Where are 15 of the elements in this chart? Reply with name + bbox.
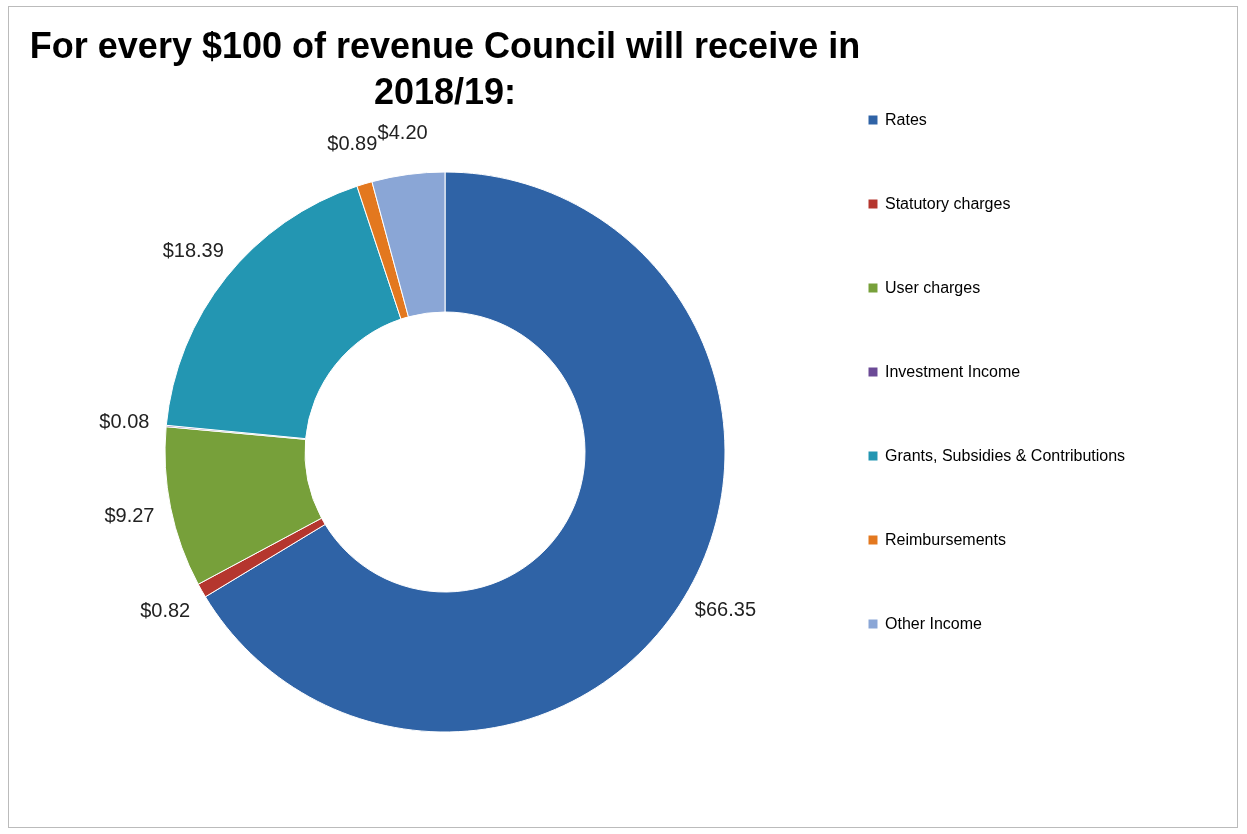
data-label: $4.20 <box>377 120 428 143</box>
legend-label: Rates <box>885 111 927 128</box>
data-label: $9.27 <box>104 504 155 527</box>
data-label: $0.82 <box>140 599 191 622</box>
data-label: $0.08 <box>99 410 150 433</box>
legend-label: Investment Income <box>885 363 1021 380</box>
data-label: $66.35 <box>694 598 757 621</box>
legend-label: User charges <box>885 279 981 296</box>
legend-label: Other Income <box>885 615 983 632</box>
legend-label: Reimbursements <box>885 531 1006 548</box>
data-label: $18.39 <box>162 239 224 262</box>
chart-title: For every $100 of revenue Council will receive in 2018/19: <box>29 25 861 112</box>
data-label: $0.89 <box>327 131 378 154</box>
legend-label: Grants, Subsidies & Contributions <box>885 447 1126 464</box>
legend-label: Statutory charges <box>885 195 1011 212</box>
